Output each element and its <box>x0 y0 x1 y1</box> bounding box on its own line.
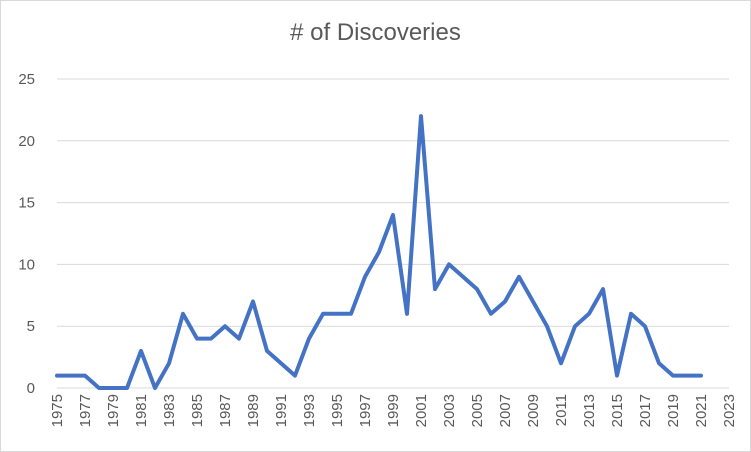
y-tick-label-5: 5 <box>27 318 35 335</box>
x-tick-label-2019: 2019 <box>665 394 682 427</box>
x-tick-label-1983: 1983 <box>161 394 178 427</box>
x-tick-label-2011: 2011 <box>553 394 570 426</box>
x-tick-label-1993: 1993 <box>301 394 318 427</box>
chart-title: # of Discoveries <box>290 19 461 46</box>
x-tick-label-1991: 1991 <box>273 394 290 427</box>
x-tick-label-2013: 2013 <box>581 394 598 427</box>
x-tick-label-1995: 1995 <box>329 394 346 427</box>
x-tick-label-1999: 1999 <box>385 394 402 427</box>
x-tick-label-2009: 2009 <box>525 394 542 427</box>
y-tick-label-10: 10 <box>18 256 35 273</box>
y-tick-label-20: 20 <box>18 133 35 150</box>
x-tick-label-1975: 1975 <box>49 394 66 427</box>
x-tick-label-2021: 2021 <box>693 394 710 427</box>
x-tick-label-2003: 2003 <box>441 394 458 427</box>
x-tick-label-2005: 2005 <box>469 394 486 427</box>
x-tick-label-1997: 1997 <box>357 394 374 427</box>
x-tick-label-1981: 1981 <box>133 394 150 427</box>
x-tick-label-1989: 1989 <box>245 394 262 427</box>
y-tick-label-25: 25 <box>18 71 35 88</box>
x-tick-label-1979: 1979 <box>105 394 122 427</box>
series-line <box>55 114 703 390</box>
x-tick-label-1987: 1987 <box>217 394 234 427</box>
x-tick-label-1985: 1985 <box>189 394 206 427</box>
x-tick-label-2015: 2015 <box>609 394 626 427</box>
x-tick-label-1977: 1977 <box>77 394 94 427</box>
y-tick-label-15: 15 <box>18 195 35 212</box>
x-tick-label-2017: 2017 <box>637 394 654 427</box>
y-tick-label-0: 0 <box>27 380 35 397</box>
x-tick-label-2001: 2001 <box>413 394 430 427</box>
x-tick-label-2007: 2007 <box>497 394 514 427</box>
x-tick-label-2023: 2023 <box>721 394 738 427</box>
